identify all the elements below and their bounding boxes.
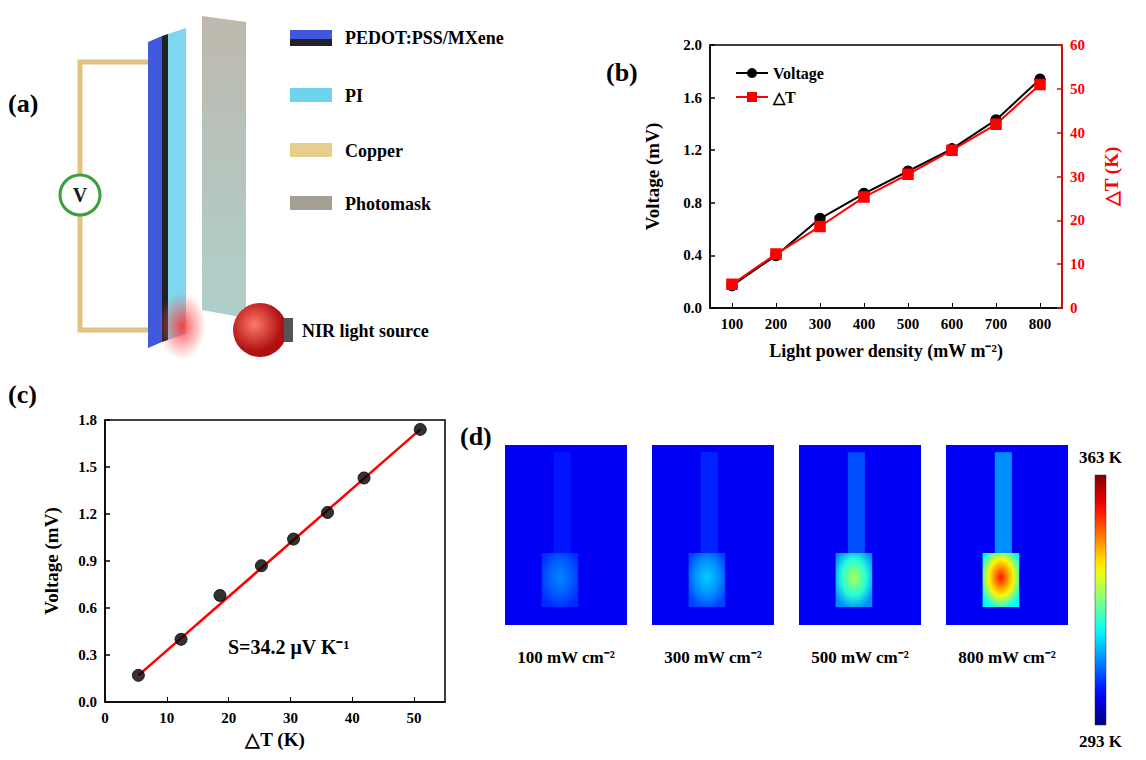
svg-text:2.0: 2.0	[683, 37, 702, 53]
html-text:(c): (c)	[8, 380, 37, 409]
svg-text:293 K: 293 K	[1079, 732, 1123, 751]
svg-text:NIR light source: NIR light source	[302, 321, 429, 341]
svg-text:Voltage (mV): Voltage (mV)	[41, 507, 63, 614]
svg-text:400: 400	[853, 316, 876, 332]
svg-text:0: 0	[1070, 300, 1078, 316]
svg-text:PEDOT:PSS/MXene: PEDOT:PSS/MXene	[345, 28, 504, 48]
svg-text:50: 50	[1070, 81, 1085, 97]
svg-text:10: 10	[1070, 256, 1085, 272]
svg-text:20: 20	[1070, 212, 1085, 228]
svg-text:1.2: 1.2	[78, 506, 97, 522]
svg-text:1.6: 1.6	[683, 90, 702, 106]
svg-text:100: 100	[721, 316, 744, 332]
svg-text:0.0: 0.0	[683, 300, 702, 316]
svg-text:500: 500	[897, 316, 920, 332]
svg-text:△T: △T	[772, 89, 796, 106]
svg-text:700: 700	[985, 316, 1008, 332]
svg-text:20: 20	[221, 710, 236, 726]
svg-text:1.2: 1.2	[683, 142, 702, 158]
svg-text:500 mW cm⁻²: 500 mW cm⁻²	[811, 648, 909, 667]
svg-text:Copper: Copper	[345, 141, 403, 161]
html-text:(b): (b)	[606, 58, 638, 87]
svg-text:Voltage: Voltage	[773, 65, 824, 83]
svg-text:0: 0	[101, 710, 109, 726]
svg-text:40: 40	[1070, 125, 1085, 141]
svg-text:0.4: 0.4	[683, 247, 702, 263]
svg-text:0.0: 0.0	[78, 694, 97, 710]
svg-text:S=34.2 μV K⁻¹: S=34.2 μV K⁻¹	[228, 636, 350, 659]
svg-text:(a): (a)	[8, 89, 38, 118]
svg-text:30: 30	[1070, 169, 1085, 185]
svg-text:0.3: 0.3	[78, 647, 97, 663]
svg-text:Voltage (mV): Voltage (mV)	[642, 123, 664, 230]
svg-text:△T (K): △T (K)	[1101, 147, 1123, 208]
svg-text:30: 30	[283, 710, 298, 726]
svg-text:PI: PI	[345, 86, 363, 106]
svg-text:0.6: 0.6	[78, 600, 97, 616]
svg-text:600: 600	[941, 316, 964, 332]
svg-text:Photomask: Photomask	[345, 194, 431, 214]
svg-text:10: 10	[159, 710, 174, 726]
svg-text:60: 60	[1070, 37, 1085, 53]
svg-text:(d): (d)	[460, 422, 492, 451]
svg-text:△T (K): △T (K)	[244, 729, 305, 751]
svg-text:200: 200	[765, 316, 788, 332]
svg-text:0.9: 0.9	[78, 553, 97, 569]
svg-text:50: 50	[407, 710, 422, 726]
svg-text:800: 800	[1029, 316, 1052, 332]
svg-text:300 mW cm⁻²: 300 mW cm⁻²	[664, 648, 762, 667]
svg-text:800 mW cm⁻²: 800 mW cm⁻²	[958, 648, 1056, 667]
svg-text:Light power density (mW m⁻²): Light power density (mW m⁻²)	[769, 341, 1003, 362]
svg-text:V: V	[73, 184, 88, 206]
svg-text:1.8: 1.8	[78, 412, 97, 428]
svg-text:300: 300	[809, 316, 832, 332]
svg-text:40: 40	[345, 710, 360, 726]
svg-text:363 K: 363 K	[1079, 448, 1123, 467]
svg-text:0.8: 0.8	[683, 195, 702, 211]
svg-text:1.5: 1.5	[78, 459, 97, 475]
svg-text:100 mW cm⁻²: 100 mW cm⁻²	[517, 648, 615, 667]
